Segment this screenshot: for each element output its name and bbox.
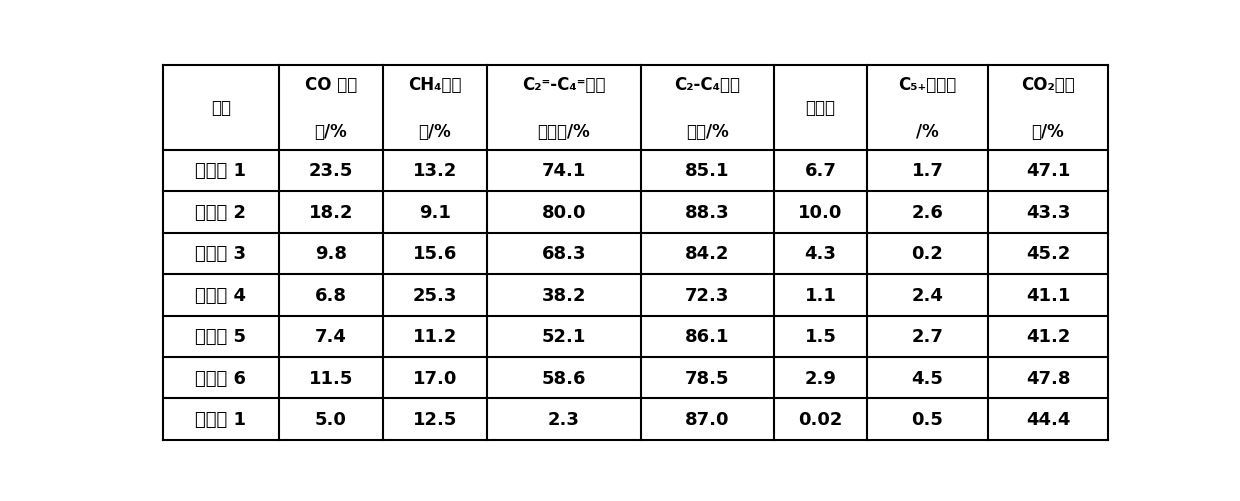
Text: 率/%: 率/% — [315, 123, 347, 141]
Text: 实施例 1: 实施例 1 — [196, 162, 247, 180]
Text: 0.5: 0.5 — [911, 410, 944, 428]
Text: C₅₊选择性: C₅₊选择性 — [898, 76, 956, 94]
Text: 2.3: 2.3 — [548, 410, 580, 428]
Text: 84.2: 84.2 — [684, 245, 729, 263]
Text: 11.5: 11.5 — [309, 369, 353, 387]
Text: 9.8: 9.8 — [315, 245, 347, 263]
Text: 4.3: 4.3 — [805, 245, 837, 263]
Text: 85.1: 85.1 — [684, 162, 729, 180]
Text: 实施例 5: 实施例 5 — [196, 328, 247, 346]
Text: 80.0: 80.0 — [542, 203, 587, 221]
Text: 41.1: 41.1 — [1025, 286, 1070, 304]
Text: CO 转化: CO 转化 — [305, 76, 357, 94]
Text: 25.3: 25.3 — [413, 286, 458, 304]
Text: 86.1: 86.1 — [684, 328, 729, 346]
Text: 2.9: 2.9 — [805, 369, 837, 387]
Text: 23.5: 23.5 — [309, 162, 353, 180]
Text: 2.6: 2.6 — [911, 203, 944, 221]
Text: 43.3: 43.3 — [1025, 203, 1070, 221]
Text: 10.0: 10.0 — [799, 203, 843, 221]
Text: 5.0: 5.0 — [315, 410, 347, 428]
Text: 47.1: 47.1 — [1025, 162, 1070, 180]
Text: 87.0: 87.0 — [684, 410, 729, 428]
Text: 78.5: 78.5 — [684, 369, 729, 387]
Text: 44.4: 44.4 — [1025, 410, 1070, 428]
Text: 17.0: 17.0 — [413, 369, 458, 387]
Text: /%: /% — [916, 123, 939, 141]
Text: 68.3: 68.3 — [542, 245, 587, 263]
Text: 性/%: 性/% — [1032, 123, 1064, 141]
Text: 7.4: 7.4 — [315, 328, 347, 346]
Text: 0.2: 0.2 — [911, 245, 944, 263]
Text: 实施例 2: 实施例 2 — [196, 203, 247, 221]
Text: 47.8: 47.8 — [1025, 369, 1070, 387]
Text: 11.2: 11.2 — [413, 328, 458, 346]
Text: 41.2: 41.2 — [1025, 328, 1070, 346]
Text: 18.2: 18.2 — [309, 203, 353, 221]
Text: C₂-C₄总选: C₂-C₄总选 — [675, 76, 740, 94]
Text: 实施例 6: 实施例 6 — [196, 369, 247, 387]
Text: 38.2: 38.2 — [542, 286, 587, 304]
Text: 12.5: 12.5 — [413, 410, 458, 428]
Text: 74.1: 74.1 — [542, 162, 587, 180]
Text: 0.02: 0.02 — [799, 410, 843, 428]
Text: CH₄选择: CH₄选择 — [408, 76, 461, 94]
Text: 2.7: 2.7 — [911, 328, 944, 346]
Text: 58.6: 58.6 — [542, 369, 587, 387]
Text: 1.5: 1.5 — [805, 328, 837, 346]
Text: C₂⁼-C₄⁼烯烃: C₂⁼-C₄⁼烯烃 — [522, 76, 605, 94]
Text: 2.4: 2.4 — [911, 286, 944, 304]
Text: 6.8: 6.8 — [315, 286, 347, 304]
Text: 9.1: 9.1 — [419, 203, 451, 221]
Text: 编号: 编号 — [211, 99, 231, 117]
Text: 6.7: 6.7 — [805, 162, 837, 180]
Text: 15.6: 15.6 — [413, 245, 458, 263]
Text: 烯烷比: 烯烷比 — [806, 99, 836, 117]
Text: 1.1: 1.1 — [805, 286, 837, 304]
Text: 88.3: 88.3 — [684, 203, 729, 221]
Text: 对比例 1: 对比例 1 — [196, 410, 247, 428]
Text: 择性/%: 择性/% — [686, 123, 729, 141]
Text: 1.7: 1.7 — [911, 162, 944, 180]
Text: 实施例 4: 实施例 4 — [196, 286, 247, 304]
Text: 52.1: 52.1 — [542, 328, 587, 346]
Text: 性/%: 性/% — [419, 123, 451, 141]
Text: CO₂选择: CO₂选择 — [1022, 76, 1075, 94]
Text: 72.3: 72.3 — [684, 286, 729, 304]
Text: 13.2: 13.2 — [413, 162, 458, 180]
Text: 45.2: 45.2 — [1025, 245, 1070, 263]
Text: 4.5: 4.5 — [911, 369, 944, 387]
Text: 实施例 3: 实施例 3 — [196, 245, 247, 263]
Text: 选择性/%: 选择性/% — [537, 123, 590, 141]
